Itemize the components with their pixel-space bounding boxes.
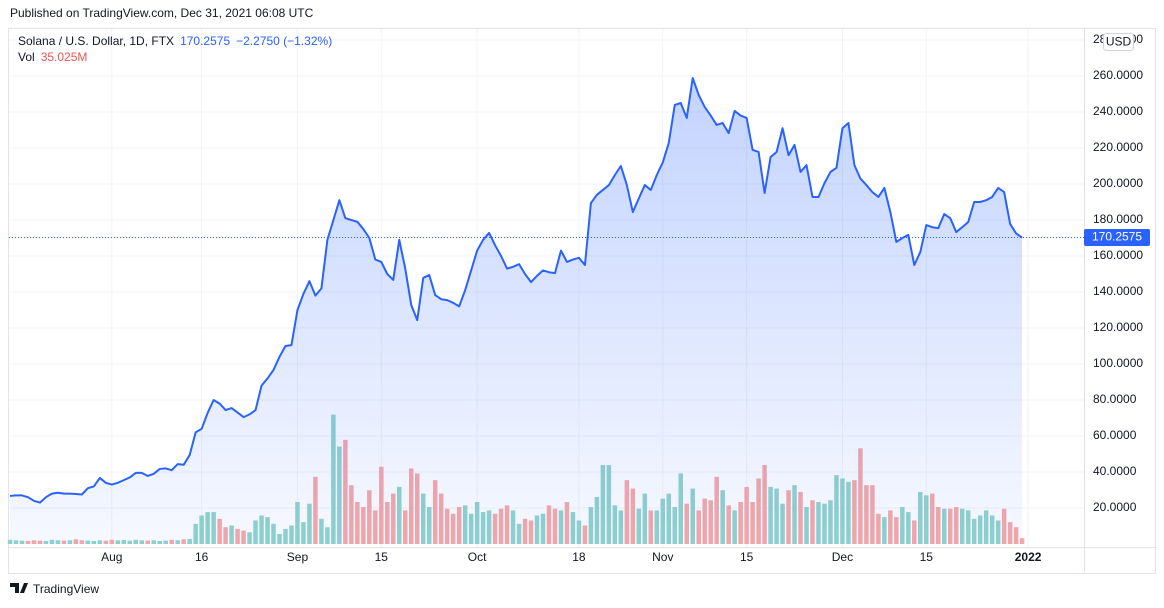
volume-legend: Vol 35.025M: [18, 50, 87, 64]
x-tick-label: Sep: [287, 550, 309, 564]
y-tick-label: 240.0000: [1093, 104, 1143, 118]
legend-symbol: Solana / U.S. Dollar, 1D, FTX: [18, 34, 174, 48]
x-tick-label: 2022: [1015, 550, 1042, 564]
y-tick-label: 120.0000: [1093, 320, 1143, 334]
x-tick-label: 15: [920, 550, 934, 564]
y-tick-label: 220.0000: [1093, 140, 1143, 154]
x-tick-label: Aug: [101, 550, 122, 564]
x-tick-label: Nov: [652, 550, 673, 564]
currency-badge[interactable]: [1103, 33, 1134, 51]
chart-frame: [8, 28, 1156, 574]
y-tick-label: 140.0000: [1093, 284, 1143, 298]
legend-change: −2.2750 (−1.32%): [236, 34, 332, 48]
x-tick-label: Oct: [468, 550, 487, 564]
y-tick-label: 100.0000: [1093, 356, 1143, 370]
x-tick-label: 15: [375, 550, 389, 564]
volume-name: Vol: [18, 50, 35, 64]
price-line: [9, 76, 1023, 504]
x-tick-label: 16: [195, 550, 209, 564]
legend: Solana / U.S. Dollar, 1D, FTX 170.2575 −2.…: [18, 34, 332, 48]
published: Published on TradingView.com, Dec 31, 20…: [10, 6, 314, 20]
y-tick-label: 160.0000: [1093, 248, 1143, 262]
y-tick-label: 180.0000: [1093, 212, 1143, 226]
brand: TradingView: [33, 582, 99, 596]
brand-logo: [10, 583, 28, 593]
y-tick-label: 20.0000: [1093, 500, 1137, 514]
y-tick-label: 80.0000: [1093, 392, 1137, 406]
volume-last: 35.025M: [41, 50, 88, 64]
y-tick-label: 60.0000: [1093, 428, 1137, 442]
x-tick-label: 18: [572, 550, 586, 564]
y-tick-label: 40.0000: [1093, 464, 1137, 478]
price-area: [10, 77, 1023, 544]
last-price-badge: [1084, 229, 1150, 247]
legend-last: 170.2575: [180, 34, 230, 48]
x-tick-label: 15: [740, 550, 754, 564]
x-tick-label: Dec: [832, 550, 853, 564]
y-tick-label: 260.0000: [1093, 68, 1143, 82]
y-tick-label: 200.0000: [1093, 176, 1143, 190]
last-price-label: 170.2575: [1092, 230, 1142, 244]
currency: USD: [1106, 35, 1132, 49]
